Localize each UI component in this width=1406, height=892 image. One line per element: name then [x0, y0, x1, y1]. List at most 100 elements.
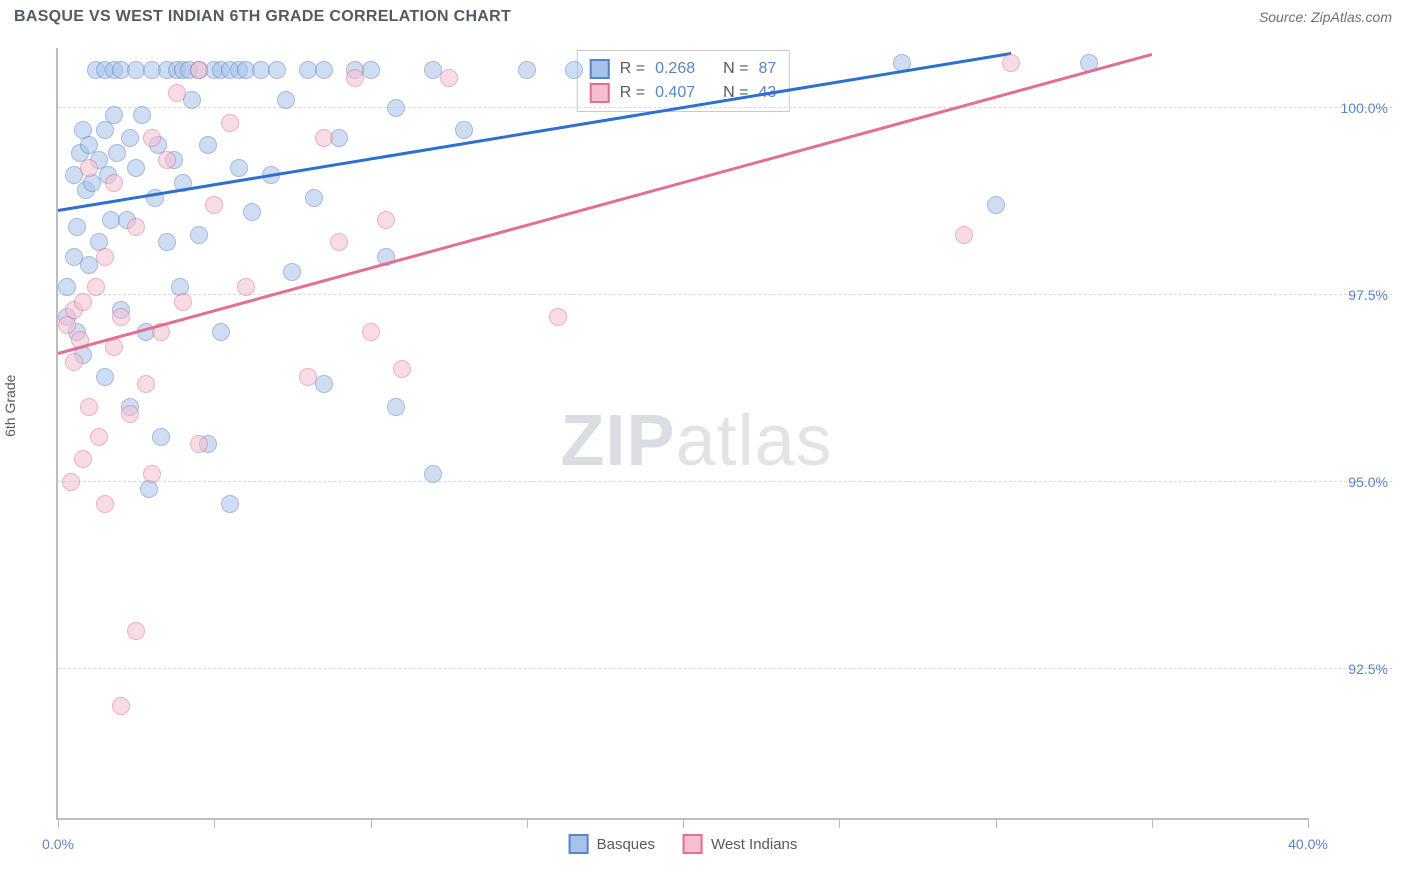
legend-swatch [683, 834, 703, 854]
source-attribution: Source: ZipAtlas.com [1259, 9, 1392, 25]
x-tick [996, 818, 997, 828]
data-point [315, 129, 333, 147]
data-point [440, 69, 458, 87]
data-point [205, 196, 223, 214]
legend-item: West Indians [683, 834, 797, 854]
data-point [90, 428, 108, 446]
data-point [243, 203, 261, 221]
data-point [315, 375, 333, 393]
n-label: N = [723, 60, 748, 78]
data-point [127, 159, 145, 177]
data-point [65, 353, 83, 371]
y-tick-label: 92.5% [1348, 661, 1388, 677]
data-point [183, 91, 201, 109]
x-tick [1308, 818, 1309, 828]
correlation-legend: R =0.268N =87R =0.407N =43 [577, 50, 790, 112]
x-tick [683, 818, 684, 828]
data-point [424, 465, 442, 483]
data-point [121, 405, 139, 423]
data-point [87, 278, 105, 296]
x-tick [371, 818, 372, 828]
legend-row: R =0.407N =43 [590, 81, 777, 105]
legend-swatch [590, 59, 610, 79]
data-point [268, 61, 286, 79]
series-legend: Basques West Indians [569, 834, 798, 854]
gridline [58, 668, 1392, 669]
scatter-plot: ZIPatlas R =0.268N =87R =0.407N =43 Basq… [56, 48, 1308, 820]
data-point [96, 368, 114, 386]
data-point [152, 428, 170, 446]
data-point [190, 435, 208, 453]
data-point [221, 495, 239, 513]
data-point [955, 226, 973, 244]
data-point [387, 398, 405, 416]
data-point [121, 129, 139, 147]
x-tick [1152, 818, 1153, 828]
data-point [133, 106, 151, 124]
data-point [393, 360, 411, 378]
data-point [158, 233, 176, 251]
data-point [74, 450, 92, 468]
data-point [174, 293, 192, 311]
data-point [362, 61, 380, 79]
x-tick [527, 818, 528, 828]
data-point [62, 473, 80, 491]
gridline [58, 107, 1392, 108]
data-point [362, 323, 380, 341]
data-point [137, 375, 155, 393]
data-point [565, 61, 583, 79]
chart-container: 6th Grade ZIPatlas R =0.268N =87R =0.407… [14, 42, 1392, 878]
data-point [96, 495, 114, 513]
data-point [299, 368, 317, 386]
legend-item: Basques [569, 834, 655, 854]
data-point [346, 69, 364, 87]
data-point [330, 129, 348, 147]
data-point [127, 218, 145, 236]
chart-title: BASQUE VS WEST INDIAN 6TH GRADE CORRELAT… [14, 8, 511, 26]
data-point [315, 61, 333, 79]
data-point [305, 189, 323, 207]
data-point [277, 91, 295, 109]
data-point [74, 293, 92, 311]
data-point [221, 114, 239, 132]
r-label: R = [620, 84, 645, 102]
data-point [68, 218, 86, 236]
data-point [127, 622, 145, 640]
data-point [377, 211, 395, 229]
data-point [190, 61, 208, 79]
data-point [283, 263, 301, 281]
watermark: ZIPatlas [561, 400, 833, 482]
data-point [96, 248, 114, 266]
data-point [112, 308, 130, 326]
data-point [112, 697, 130, 715]
y-tick-label: 100.0% [1341, 100, 1388, 116]
data-point [58, 278, 76, 296]
legend-label: West Indians [711, 836, 797, 853]
legend-swatch [590, 83, 610, 103]
data-point [330, 233, 348, 251]
data-point [80, 398, 98, 416]
r-value: 0.268 [655, 60, 695, 78]
gridline [58, 481, 1392, 482]
data-point [199, 136, 217, 154]
data-point [549, 308, 567, 326]
r-label: R = [620, 60, 645, 78]
data-point [105, 106, 123, 124]
r-value: 0.407 [655, 84, 695, 102]
legend-swatch [569, 834, 589, 854]
data-point [80, 159, 98, 177]
x-tick-label: 40.0% [1288, 836, 1328, 852]
data-point [455, 121, 473, 139]
n-value: 87 [758, 60, 776, 78]
x-tick-label: 0.0% [42, 836, 74, 852]
data-point [105, 174, 123, 192]
data-point [230, 159, 248, 177]
data-point [143, 465, 161, 483]
data-point [987, 196, 1005, 214]
data-point [168, 84, 186, 102]
gridline [58, 294, 1392, 295]
y-axis-label: 6th Grade [2, 375, 18, 437]
data-point [143, 129, 161, 147]
x-tick [58, 818, 59, 828]
data-point [158, 151, 176, 169]
